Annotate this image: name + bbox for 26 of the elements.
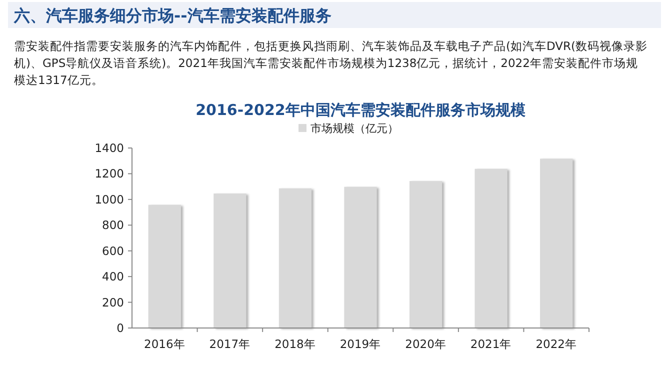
bar: [474, 168, 508, 328]
y-tick-label: 1000: [94, 192, 124, 206]
bar: [409, 181, 442, 328]
y-tick-label: 600: [102, 244, 124, 258]
bar: [278, 188, 312, 328]
y-tick-label: 1400: [94, 141, 124, 155]
y-tick-label: 800: [102, 218, 124, 232]
chart-title: 2016-2022年中国汽车需安装配件服务市场规模: [196, 101, 526, 119]
bar: [344, 186, 377, 328]
x-tick-label: 2017年: [209, 337, 251, 351]
x-tick-label: 2021年: [470, 337, 512, 351]
y-tick-label: 400: [102, 270, 124, 284]
bar: [148, 204, 181, 328]
x-tick-label: 2020年: [405, 337, 446, 351]
y-tick-label: 0: [116, 321, 124, 335]
x-tick-label: 2019年: [340, 337, 382, 351]
legend-label: 市场规模（亿元）: [310, 122, 398, 135]
chart-subtitle: 六、汽车服务细分市场--汽车需安装配件服务: [13, 6, 332, 25]
bar: [540, 158, 573, 328]
x-tick-label: 2018年: [274, 337, 316, 351]
y-tick-label: 1200: [94, 166, 124, 181]
y-tick-label: 200: [102, 295, 124, 310]
bar: [214, 194, 246, 328]
x-tick-label: 2022年: [536, 337, 577, 351]
x-tick-label: 2016年: [144, 337, 186, 351]
text: 需安装配件指需要安装服务的汽车内饰配件，包括更换风挡雨刷、汽车装饰品及车载电子产品(如汽车DVR(数码视像录影机)、GPS导航仪及语音系统)。2021年我国汽车需安装配件市场规模为1238亿元，据统计，2022年需安装配件市场规模达1317亿元。: [14, 39, 648, 87]
